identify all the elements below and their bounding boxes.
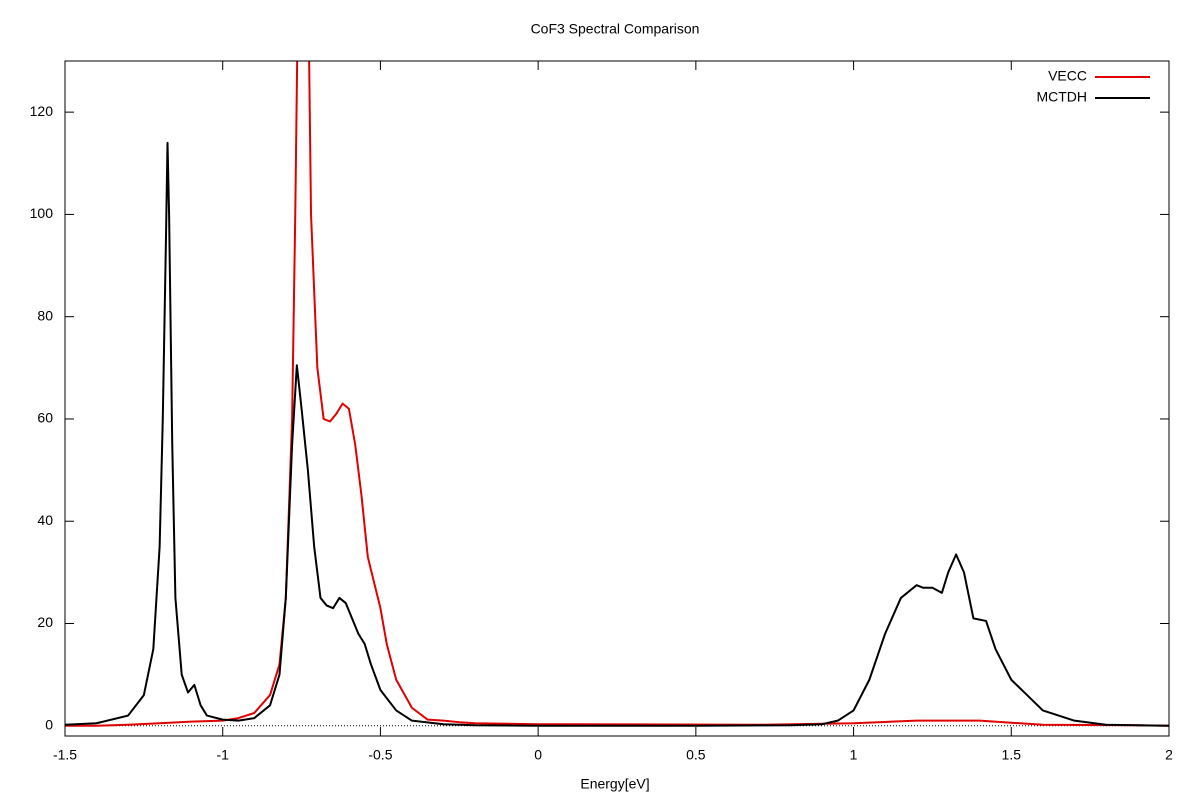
y-tick-label: 80 (37, 307, 53, 323)
legend-label: VECC (1048, 68, 1087, 84)
y-tick-label: 0 (45, 716, 53, 732)
x-tick-label: -0.5 (368, 747, 392, 763)
x-tick-label: 1 (850, 747, 858, 763)
x-tick-label: -1 (216, 747, 229, 763)
x-tick-label: 0.5 (686, 747, 706, 763)
y-tick-label: 60 (37, 410, 53, 426)
x-tick-label: 0 (534, 747, 542, 763)
x-tick-label: -1.5 (53, 747, 77, 763)
x-tick-label: 2 (1165, 747, 1173, 763)
plot-area (65, 61, 1169, 727)
y-tick-label: 120 (30, 103, 54, 119)
series-line (65, 141, 1169, 727)
plot-frame (64, 60, 1170, 737)
series-line (65, 61, 1169, 727)
y-tick-label: 100 (30, 205, 54, 221)
y-tick-label: 40 (37, 512, 53, 528)
x-axis-label: Energy[eV] (580, 776, 649, 792)
x-tick-label: 1.5 (1002, 747, 1022, 763)
y-tick-label: 20 (37, 614, 53, 630)
legend-label: MCTDH (1036, 89, 1087, 105)
chart-title: CoF3 Spectral Comparison (531, 21, 700, 37)
